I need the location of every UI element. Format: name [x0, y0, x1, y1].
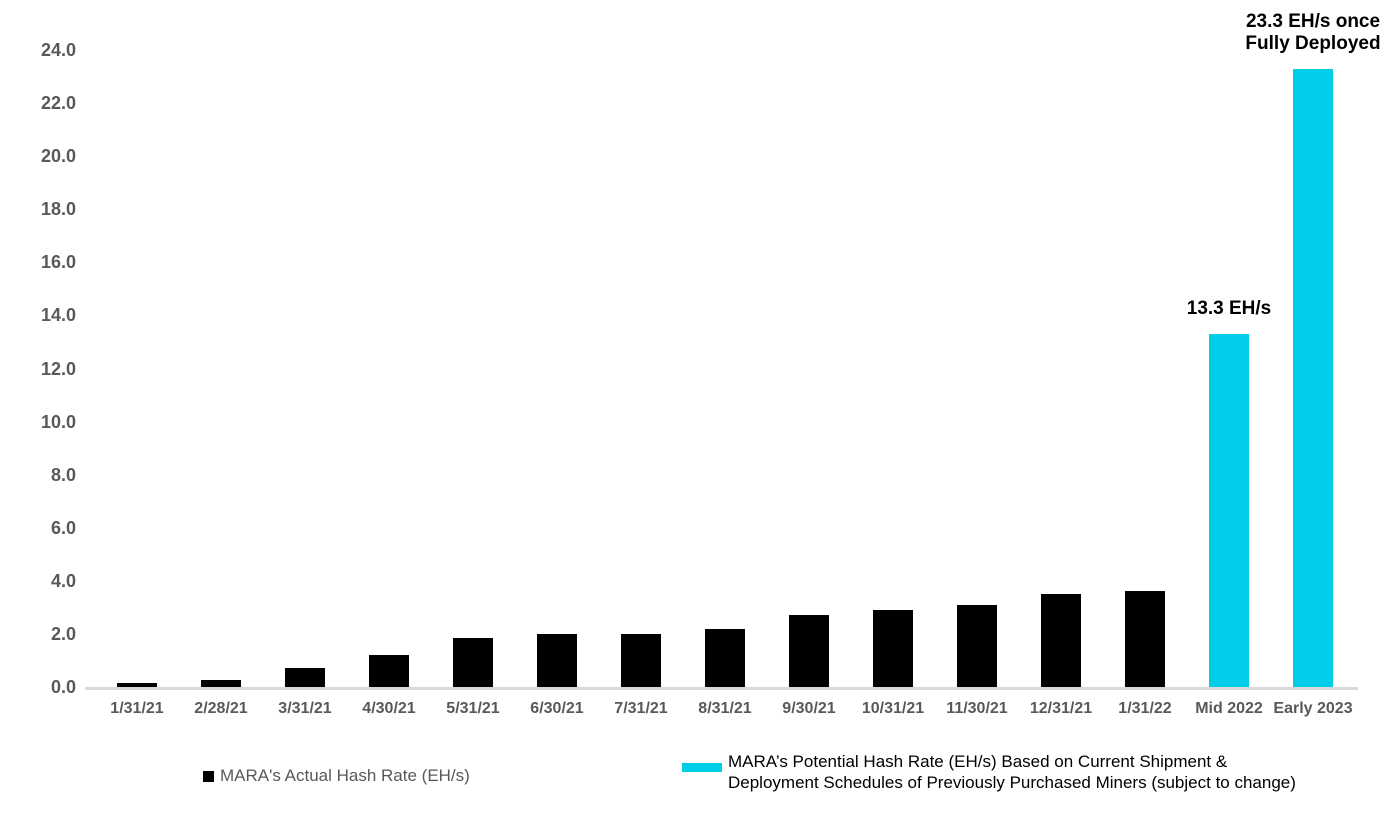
x-tick-label-1-31-22: 1/31/22 [1118, 700, 1172, 717]
bar-7-31-21 [621, 633, 661, 687]
x-tick-label-4-30-21: 4/30/21 [362, 700, 416, 717]
annotation-Mid-2022: 13.3 EH/s [1119, 298, 1339, 320]
y-tick-label-14.0: 14.0 [40, 305, 76, 326]
bar-6-30-21 [537, 633, 577, 687]
bar-9-30-21 [789, 615, 829, 687]
bar-4-30-21 [369, 655, 409, 687]
bar-10-31-21 [873, 610, 913, 687]
x-tick-label-1-31-21: 1/31/21 [110, 700, 164, 717]
y-tick-label-20.0: 20.0 [40, 146, 76, 167]
bar-2-28-21 [201, 680, 241, 687]
bar-Early-2023 [1293, 68, 1333, 687]
x-tick-label-5-31-21: 5/31/21 [446, 700, 500, 717]
x-tick-label-7-31-21: 7/31/21 [614, 700, 668, 717]
bar-12-31-21 [1041, 594, 1081, 687]
x-tick-label-Mid-2022: Mid 2022 [1195, 700, 1263, 717]
y-tick-label-12.0: 12.0 [40, 358, 76, 379]
legend-potential-label-line1: MARA’s Potential Hash Rate (EH/s) Based … [728, 752, 1228, 771]
y-tick-label-18.0: 18.0 [40, 199, 76, 220]
x-tick-label-6-30-21: 6/30/21 [530, 700, 584, 717]
y-tick-label-8.0: 8.0 [50, 464, 76, 485]
legend-item-actual: MARA's Actual Hash Rate (EH/s) [203, 766, 470, 786]
y-tick-label-4.0: 4.0 [50, 570, 76, 591]
x-tick-label-8-31-21: 8/31/21 [698, 700, 752, 717]
legend-actual-label: MARA's Actual Hash Rate (EH/s) [220, 766, 470, 785]
x-tick-label-2-28-21: 2/28/21 [194, 700, 248, 717]
y-tick-label-22.0: 22.0 [40, 93, 76, 114]
x-tick-label-9-30-21: 9/30/21 [782, 700, 836, 717]
y-tick-label-2.0: 2.0 [50, 623, 76, 644]
bar-8-31-21 [705, 628, 745, 687]
x-axis-line [85, 687, 1358, 690]
legend-item-potential: MARA’s Potential Hash Rate (EH/s) Based … [682, 751, 1296, 793]
x-tick-label-11-30-21: 11/30/21 [946, 700, 1008, 717]
annotation-line: Fully Deployed [1245, 32, 1381, 54]
bar-11-30-21 [957, 604, 997, 687]
bar-5-31-21 [453, 637, 493, 687]
annotation-Early-2023: 23.3 EH/s once Fully Deployed [1203, 11, 1394, 55]
legend-actual-swatch-icon [203, 770, 214, 782]
legend-potential-swatch-icon [682, 763, 722, 772]
x-tick-label-Early-2023: Early 2023 [1273, 700, 1353, 717]
legend-potential-label-line2: Deployment Schedules of Previously Purch… [728, 773, 1296, 792]
y-tick-label-16.0: 16.0 [40, 252, 76, 273]
y-tick-label-24.0: 24.0 [40, 40, 76, 61]
y-tick-label-6.0: 6.0 [50, 517, 76, 538]
annotation-line: 23.3 EH/s once [1245, 10, 1381, 32]
bar-3-31-21 [285, 668, 325, 687]
x-tick-label-10-31-21: 10/31/21 [861, 700, 925, 717]
bar-1-31-21 [117, 683, 157, 687]
y-tick-label-10.0: 10.0 [40, 411, 76, 432]
annotation-line: 13.3 EH/s [1186, 298, 1272, 320]
bar-Mid-2022 [1209, 334, 1249, 687]
y-tick-label-0.0: 0.0 [50, 677, 76, 697]
bar-1-31-22 [1125, 591, 1165, 687]
x-tick-label-3-31-21: 3/31/21 [278, 700, 332, 717]
x-tick-label-12-31-21: 12/31/21 [1029, 700, 1093, 717]
